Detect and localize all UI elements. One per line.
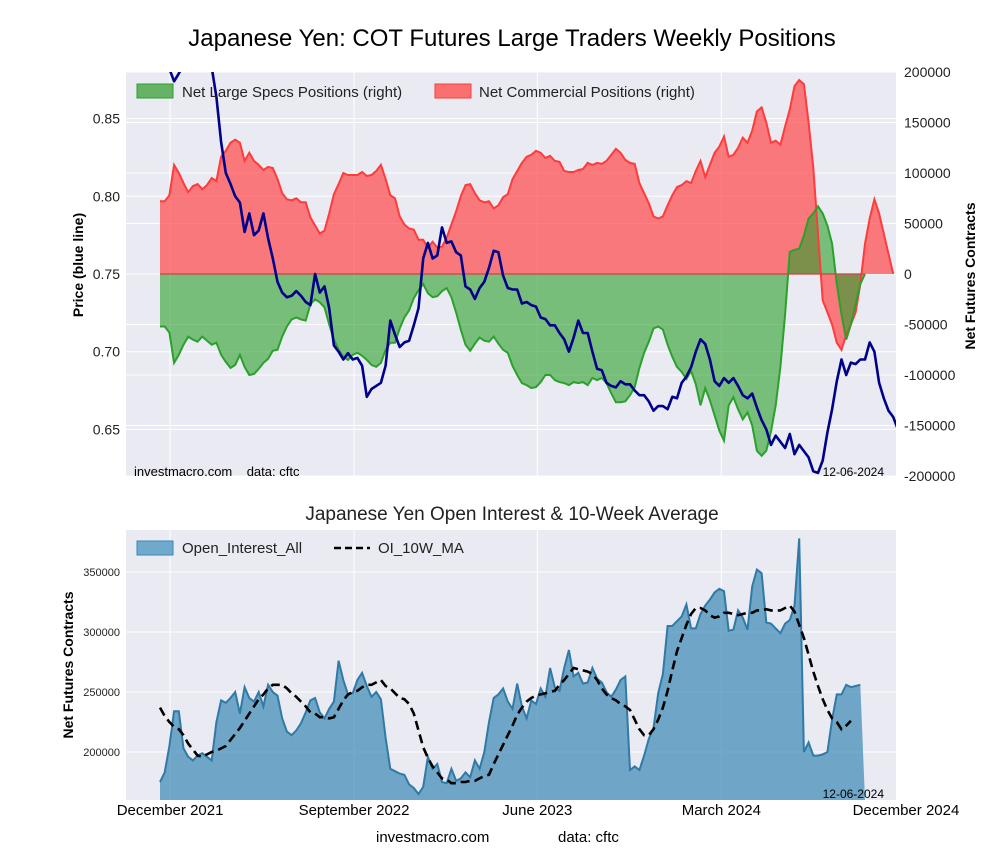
bottom-legend: Open_Interest_All OI_10W_MA bbox=[136, 540, 464, 557]
bottom-y-axis-label: Net Futures Contracts bbox=[60, 591, 76, 738]
top-left-tick-label: 0.75 bbox=[93, 266, 120, 282]
top-right-tick-label: 150000 bbox=[904, 115, 951, 131]
top-right-tick-label: -50000 bbox=[904, 317, 948, 333]
top-right-tick-label: 50000 bbox=[904, 216, 943, 232]
open-interest-line bbox=[159, 538, 861, 796]
top-left-axis: 0.65 0.70 0.75 0.80 0.85 bbox=[93, 111, 120, 438]
top-left-axis-label: Price (blue line) bbox=[70, 213, 86, 317]
x-tick-label: December 2024 bbox=[853, 802, 960, 819]
legend-label-commercial: Net Commercial Positions (right) bbox=[479, 84, 695, 101]
bottom-left-axis: 200000 250000 300000 350000 bbox=[83, 567, 120, 759]
top-left-tick-label: 0.85 bbox=[93, 111, 120, 127]
bottom-tick-label: 200000 bbox=[83, 747, 120, 759]
legend-label-ma: OI_10W_MA bbox=[378, 540, 464, 557]
top-right-axis-label: Net Futures Contracts bbox=[962, 202, 978, 349]
chart-title: Japanese Yen: COT Futures Large Traders … bbox=[188, 25, 835, 52]
top-right-tick-label: 100000 bbox=[904, 165, 951, 181]
legend-swatch-specs bbox=[136, 83, 174, 99]
oi-10w-ma-line bbox=[158, 603, 852, 785]
x-tick-label: March 2024 bbox=[682, 802, 761, 819]
top-right-tick-label: 0 bbox=[904, 266, 912, 282]
top-right-tick-label: -150000 bbox=[904, 418, 956, 434]
specs-line bbox=[160, 204, 866, 458]
bottom-chart-title: Japanese Yen Open Interest & 10-Week Ave… bbox=[305, 504, 718, 525]
legend-swatch-commercial bbox=[434, 83, 472, 99]
bottom-tick-label: 300000 bbox=[83, 627, 120, 639]
top-watermark: investmacro.com data: cftc bbox=[134, 464, 300, 479]
price-line bbox=[169, 72, 896, 475]
legend-swatch-oi bbox=[136, 540, 174, 556]
top-right-tick-label: -200000 bbox=[904, 468, 956, 484]
bottom-x-axis: December 2021 September 2022 June 2023 Marc… bbox=[117, 802, 960, 819]
bottom-date-stamp: 12-06-2024 bbox=[823, 787, 885, 801]
top-left-tick-label: 0.80 bbox=[93, 188, 120, 204]
bottom-tick-label: 250000 bbox=[83, 687, 120, 699]
legend-label-specs: Net Large Specs Positions (right) bbox=[182, 84, 402, 101]
legend-label-oi: Open_Interest_All bbox=[182, 540, 302, 557]
x-tick-label: September 2022 bbox=[299, 802, 410, 819]
top-left-tick-label: 0.65 bbox=[93, 421, 120, 437]
open-interest-area bbox=[160, 538, 865, 800]
top-date-stamp: 12-06-2024 bbox=[823, 465, 885, 479]
top-legend: Net Large Specs Positions (right) Net Co… bbox=[136, 83, 695, 101]
top-right-tick-label: 200000 bbox=[904, 64, 951, 80]
bottom-tick-label: 350000 bbox=[83, 567, 120, 579]
commercial-area bbox=[160, 80, 894, 350]
top-right-axis: 200000 150000 100000 50000 0 -50000 -100000 -15… bbox=[904, 64, 956, 484]
specs-area bbox=[160, 206, 865, 456]
footer-source: investmacro.com bbox=[376, 829, 489, 846]
top-right-tick-label: -100000 bbox=[904, 367, 956, 383]
x-tick-label: December 2021 bbox=[117, 802, 224, 819]
x-tick-label: June 2023 bbox=[502, 802, 572, 819]
top-left-tick-label: 0.70 bbox=[93, 344, 120, 360]
footer-data: data: cftc bbox=[558, 829, 619, 846]
commercial-line bbox=[160, 78, 895, 353]
